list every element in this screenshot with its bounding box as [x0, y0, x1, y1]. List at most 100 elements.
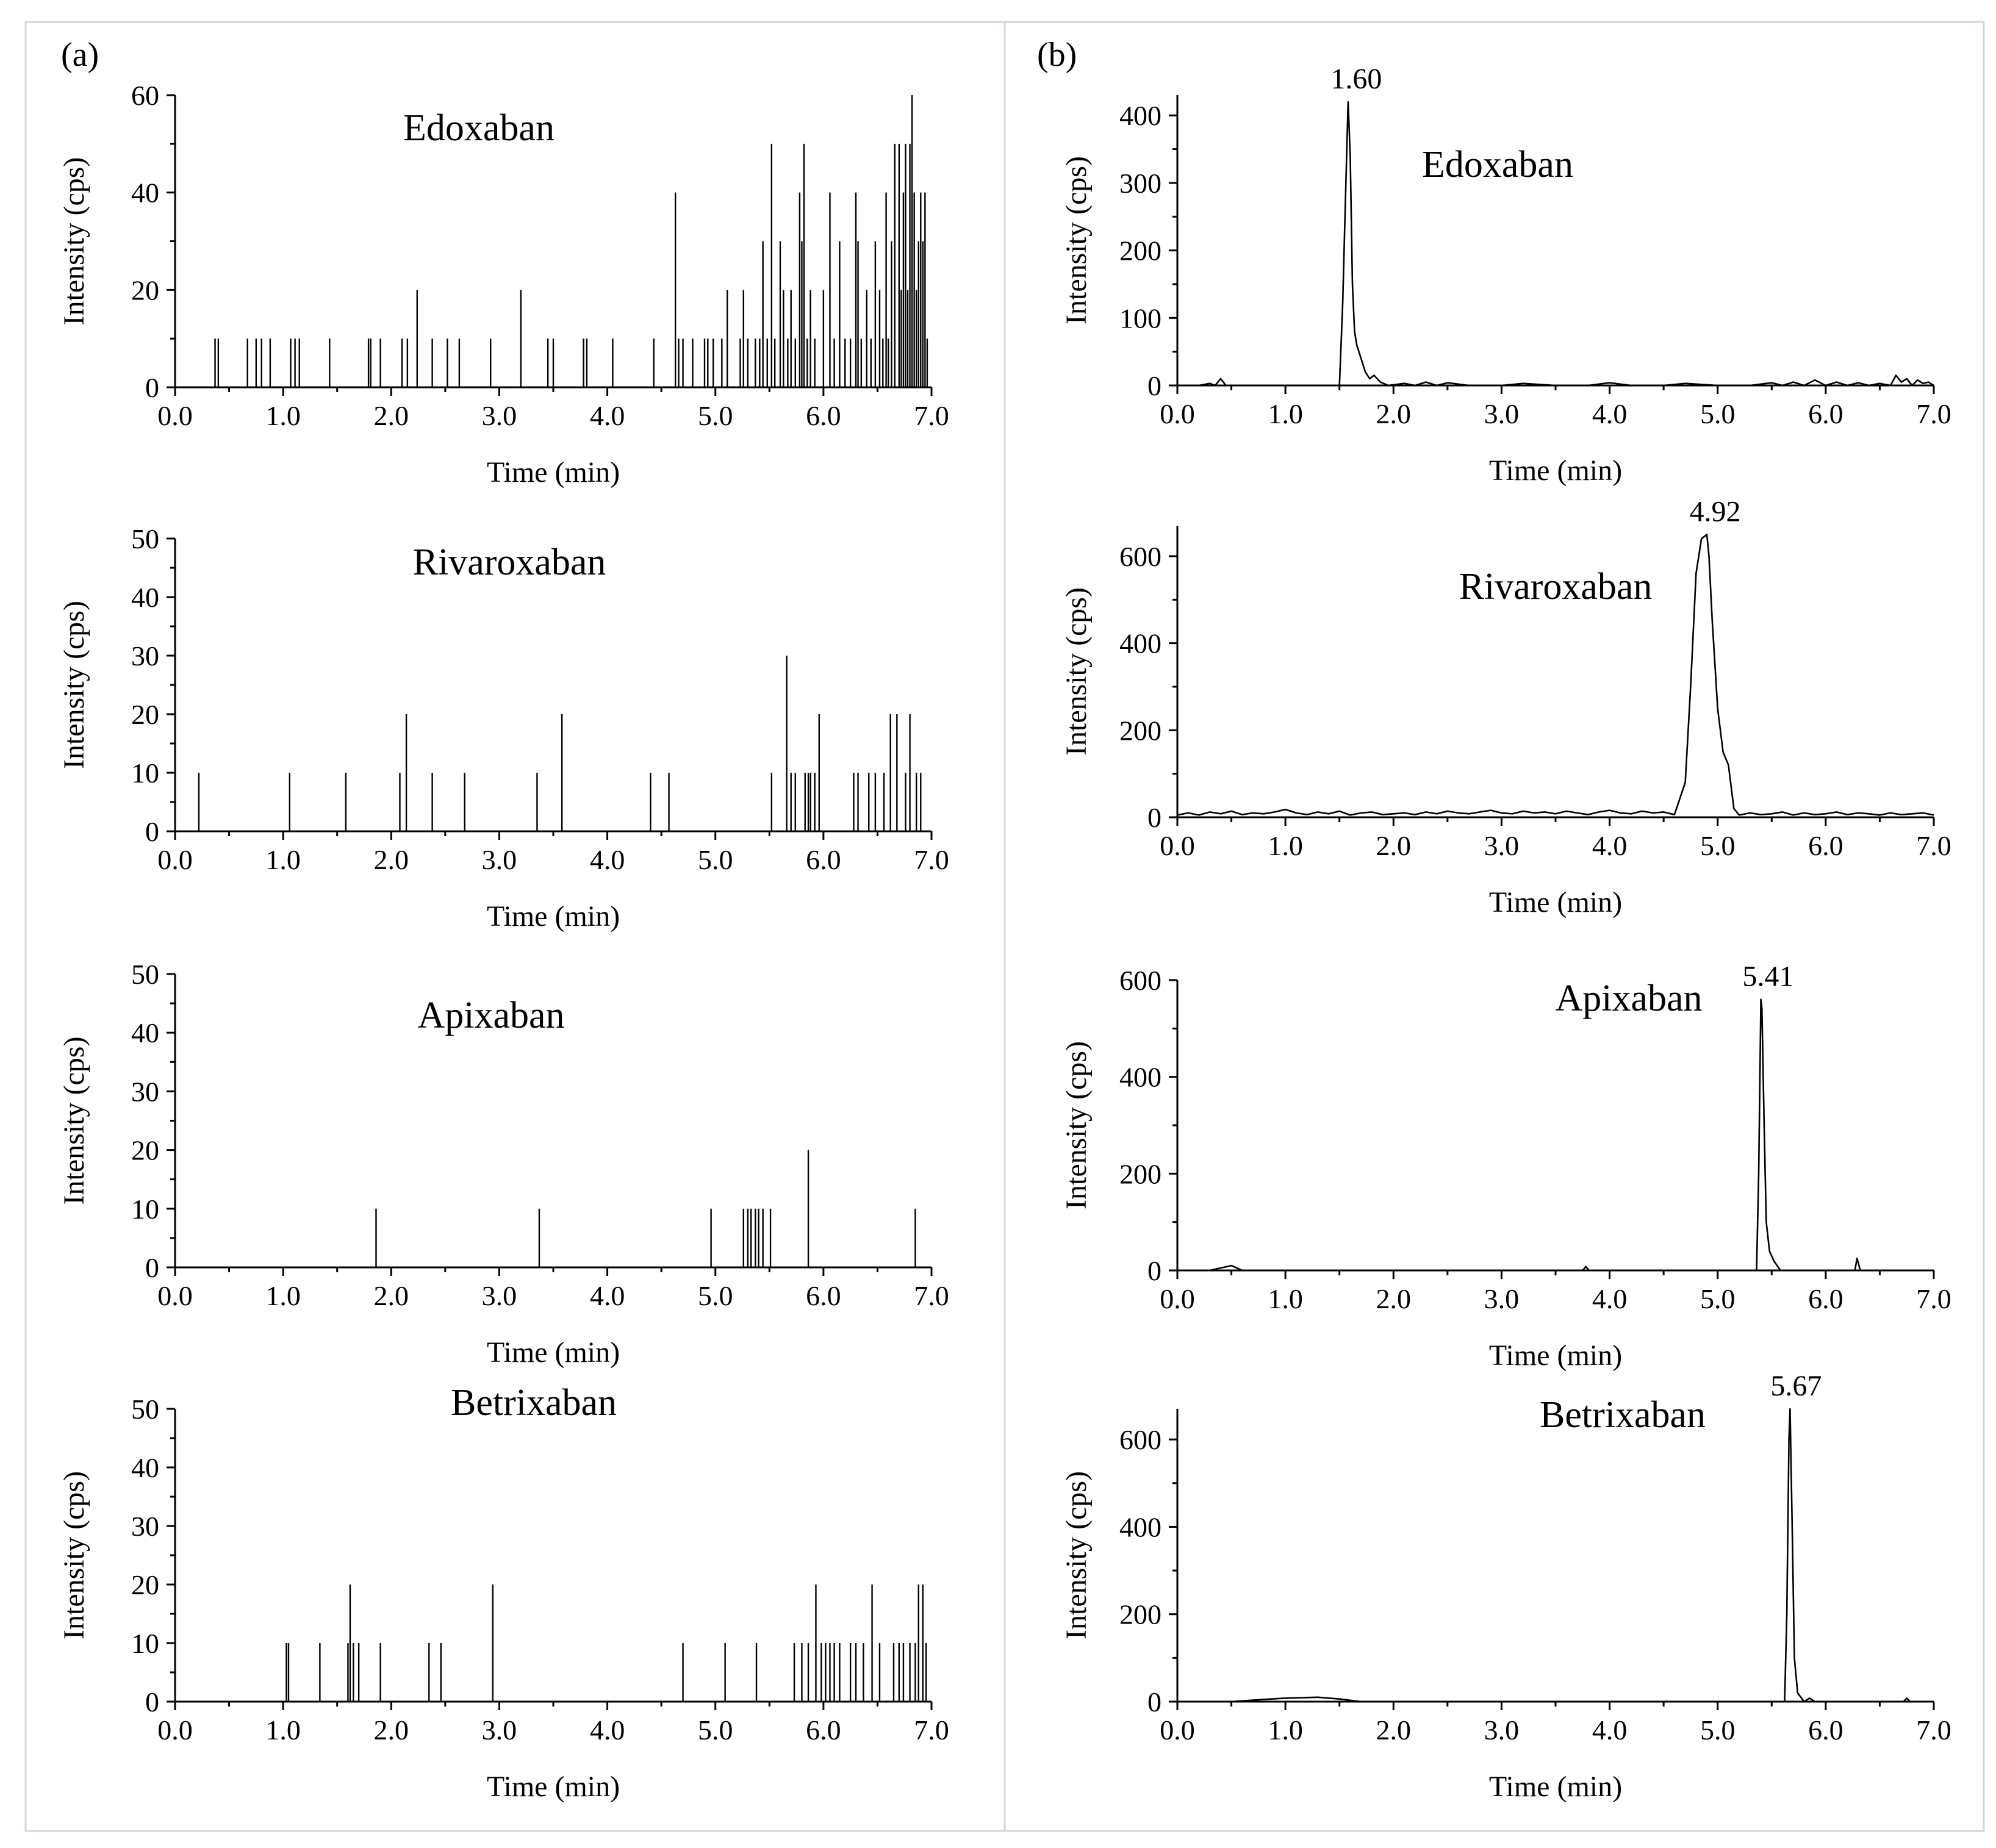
- y-tick-label: 0: [1147, 1686, 1161, 1717]
- x-tick-label: 4.0: [1592, 1283, 1628, 1314]
- x-axis-label: Time (min): [1489, 1771, 1622, 1803]
- y-axis-label: Intensity (cps): [1060, 587, 1093, 756]
- x-tick-label: 3.0: [1484, 830, 1520, 861]
- x-tick-label: 4.0: [1592, 1714, 1628, 1746]
- x-tick-label: 7.0: [1916, 830, 1951, 861]
- chart-title: Betrixaban: [451, 1382, 617, 1424]
- x-tick-label: 5.0: [1700, 398, 1736, 429]
- x-tick-label: 2.0: [374, 1714, 409, 1746]
- y-tick-label: 200: [1119, 715, 1161, 746]
- x-tick-label: 1.0: [1268, 398, 1303, 429]
- x-tick-label: 0.0: [1160, 830, 1195, 861]
- x-tick-label: 6.0: [1808, 398, 1843, 429]
- x-tick-label: 3.0: [1484, 398, 1520, 429]
- y-tick-label: 200: [1119, 235, 1161, 267]
- chart-title: Edoxaban: [403, 107, 555, 149]
- y-axis-label: Intensity (cps): [58, 157, 90, 326]
- x-tick-label: 6.0: [1808, 830, 1843, 861]
- x-tick-label: 2.0: [1376, 830, 1412, 861]
- x-tick-label: 0.0: [157, 844, 193, 875]
- x-tick-label: 3.0: [482, 844, 517, 875]
- y-tick-label: 20: [131, 1569, 159, 1600]
- y-tick-label: 100: [1119, 303, 1161, 334]
- x-axis-label: Time (min): [487, 1336, 620, 1369]
- y-tick-label: 40: [131, 582, 159, 613]
- x-tick-label: 0.0: [1160, 1714, 1195, 1746]
- y-tick-label: 50: [131, 959, 159, 990]
- y-tick-label: 300: [1119, 168, 1161, 199]
- x-tick-label: 7.0: [914, 844, 949, 875]
- x-tick-label: 1.0: [1268, 1714, 1303, 1746]
- x-tick-label: 7.0: [1916, 1714, 1951, 1746]
- chart-2: 0.0 1.0 2.0 3.0 4.0 5.0 6.0 7.0 0 10 20 30 40 50 Time …: [58, 959, 949, 1369]
- x-tick-label: 5.0: [698, 844, 733, 875]
- x-axis-label: Time (min): [1489, 886, 1622, 919]
- x-tick-label: 5.0: [698, 1714, 733, 1746]
- chart-0: 0.0 1.0 2.0 3.0 4.0 5.0 6.0 7.0 0 20 40 60 Time (min…: [58, 80, 949, 489]
- x-tick-label: 2.0: [1376, 1283, 1412, 1314]
- y-tick-label: 50: [131, 523, 159, 554]
- series-line: [1177, 998, 1934, 1272]
- x-tick-label: 7.0: [914, 1714, 949, 1746]
- y-tick-label: 10: [131, 1628, 159, 1659]
- y-tick-label: 40: [131, 1017, 159, 1048]
- x-tick-label: 1.0: [265, 400, 301, 431]
- panel-label-b: (b): [1037, 36, 1077, 74]
- x-tick-label: 3.0: [1484, 1283, 1520, 1314]
- x-tick-label: 2.0: [374, 844, 409, 875]
- x-tick-label: 2.0: [374, 1280, 409, 1311]
- y-axis-label: Intensity (cps): [1060, 156, 1093, 324]
- x-tick-label: 3.0: [482, 1280, 517, 1311]
- chart-1: 0.0 1.0 2.0 3.0 4.0 5.0 6.0 7.0 0 10 20 30 40 50 Time …: [58, 523, 949, 933]
- x-tick-label: 6.0: [806, 1714, 841, 1746]
- y-tick-label: 0: [145, 372, 159, 403]
- x-tick-label: 6.0: [806, 400, 841, 431]
- x-tick-label: 5.0: [698, 1280, 733, 1311]
- y-tick-label: 600: [1119, 965, 1161, 996]
- chart-5: 0.0 1.0 2.0 3.0 4.0 5.0 6.0 7.0 0 200 400 600 Time (…: [1060, 495, 1951, 919]
- x-tick-label: 0.0: [157, 1714, 193, 1746]
- chart-title: Rivaroxaban: [413, 542, 606, 583]
- y-tick-label: 0: [1147, 370, 1161, 401]
- x-tick-label: 1.0: [1268, 830, 1303, 861]
- y-axis-label: Intensity (cps): [1060, 1471, 1093, 1639]
- panel-b-frame: [1003, 21, 1985, 1832]
- y-tick-label: 20: [131, 274, 159, 306]
- y-tick-label: 600: [1119, 541, 1161, 572]
- series-line: [1177, 1408, 1934, 1703]
- y-tick-label: 10: [131, 1194, 159, 1225]
- chart-3: 0.0 1.0 2.0 3.0 4.0 5.0 6.0 7.0 0 10 20 30 40 50 Time …: [58, 1382, 949, 1803]
- x-tick-label: 6.0: [806, 1280, 841, 1311]
- chart-title: Edoxaban: [1422, 144, 1573, 185]
- y-axis-label: Intensity (cps): [58, 1471, 90, 1639]
- x-tick-label: 3.0: [1484, 1714, 1520, 1746]
- chart-4: 0.0 1.0 2.0 3.0 4.0 5.0 6.0 7.0 0 100 200 300 400 Tim…: [1060, 63, 1951, 487]
- x-tick-label: 0.0: [1160, 1283, 1195, 1314]
- chart-title: Rivaroxaban: [1459, 566, 1653, 607]
- y-tick-label: 0: [145, 816, 159, 847]
- panel-label-a: (a): [61, 36, 99, 74]
- peak-label: 4.92: [1690, 495, 1741, 528]
- series-line: [1177, 101, 1934, 387]
- chart-6: 0.0 1.0 2.0 3.0 4.0 5.0 6.0 7.0 0 200 400 600 Time (…: [1060, 961, 1951, 1372]
- y-tick-label: 30: [131, 1511, 159, 1542]
- series-line: [1177, 533, 1934, 816]
- x-tick-label: 7.0: [1916, 398, 1951, 429]
- x-tick-label: 0.0: [157, 400, 193, 431]
- x-tick-label: 2.0: [374, 400, 409, 431]
- x-tick-label: 6.0: [1808, 1283, 1843, 1314]
- chart-title: Apixaban: [1555, 978, 1702, 1019]
- y-axis-label: Intensity (cps): [58, 601, 90, 769]
- y-axis-label: Intensity (cps): [1060, 1041, 1093, 1209]
- x-tick-label: 5.0: [698, 400, 733, 431]
- y-tick-label: 0: [1147, 1255, 1161, 1286]
- x-tick-label: 2.0: [1376, 1714, 1412, 1746]
- y-tick-label: 20: [131, 1135, 159, 1166]
- x-tick-label: 4.0: [590, 844, 625, 875]
- y-tick-label: 50: [131, 1394, 159, 1425]
- x-tick-label: 4.0: [590, 1714, 625, 1746]
- y-tick-label: 10: [131, 757, 159, 789]
- x-tick-label: 2.0: [1376, 398, 1412, 429]
- peak-label: 5.41: [1742, 961, 1793, 993]
